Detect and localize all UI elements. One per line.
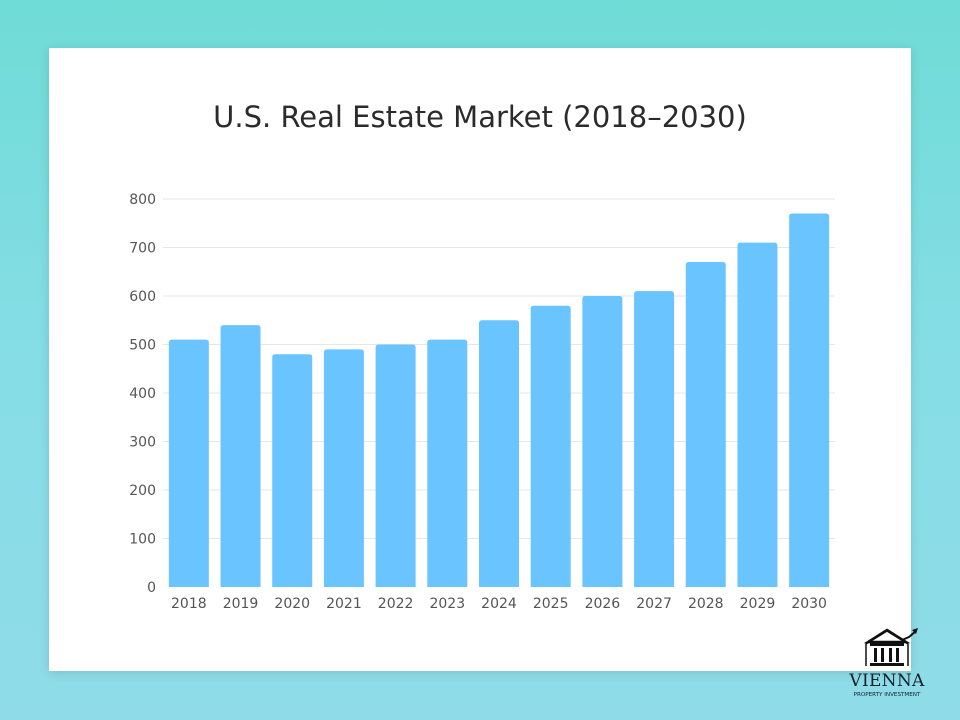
bar-2026 (582, 296, 623, 587)
x-tick-label: 2024 (481, 596, 517, 612)
x-tick-label: 2020 (274, 596, 310, 612)
y-tick-label: 300 (129, 435, 156, 451)
bar-2030 (789, 213, 830, 588)
logo-name: VIENNA (849, 671, 925, 691)
bar-2019 (220, 325, 261, 587)
bar-2018 (168, 339, 209, 587)
logo-subtitle: PROPERTY INVESTMENT (853, 692, 921, 698)
bar-2024 (479, 320, 519, 587)
bar-2028 (685, 262, 726, 587)
y-tick-label: 0 (147, 580, 156, 596)
bar-2022 (375, 344, 416, 587)
x-tick-label: 2018 (171, 596, 207, 612)
x-tick-label: 2023 (429, 596, 465, 612)
x-tick-label: 2019 (223, 596, 259, 612)
x-tick-label: 2021 (326, 596, 362, 612)
bar-2021 (323, 349, 364, 587)
x-tick-label: 2028 (688, 596, 724, 612)
x-tick-label: 2026 (585, 596, 621, 612)
x-tick-label: 2027 (636, 596, 672, 612)
bar-2020 (272, 354, 313, 587)
y-tick-label: 700 (129, 241, 156, 257)
chart-title: U.S. Real Estate Market (2018–2030) (213, 100, 747, 134)
y-tick-label: 500 (129, 338, 156, 354)
bar-2029 (737, 242, 778, 587)
bar-2027 (634, 291, 675, 587)
bar-2023 (427, 339, 468, 587)
x-tick-label: 2022 (378, 596, 414, 612)
vienna-logo: VIENNA PROPERTY INVESTMENT (846, 626, 928, 706)
x-tick-label: 2029 (740, 596, 776, 612)
x-tick-label: 2025 (533, 596, 569, 612)
y-tick-label: 100 (129, 532, 156, 548)
y-tick-label: 600 (129, 289, 156, 305)
y-tick-label: 400 (129, 386, 156, 402)
bar-2025 (530, 305, 571, 587)
building-chart-icon (863, 628, 918, 666)
y-tick-label: 200 (129, 483, 156, 499)
y-tick-label: 800 (129, 192, 156, 208)
x-tick-label: 2030 (791, 596, 827, 612)
